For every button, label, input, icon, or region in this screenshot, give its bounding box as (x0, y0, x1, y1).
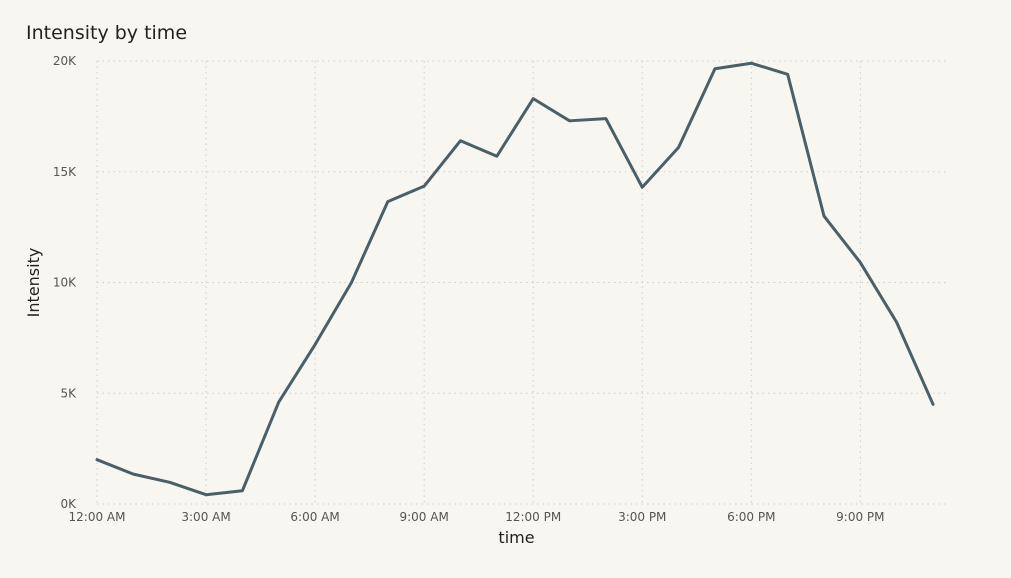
x-tick-label: 6:00 PM (727, 510, 775, 524)
grid-layer (96, 60, 946, 505)
x-tick-label: 9:00 PM (836, 510, 884, 524)
x-axis-title: time (498, 528, 534, 547)
y-tick-label: 20K (53, 54, 77, 68)
data-point (532, 97, 535, 100)
data-point (822, 214, 826, 218)
y-tick-label: 10K (53, 276, 77, 290)
y-tick-label: 5K (60, 386, 77, 400)
data-point (895, 321, 898, 324)
data-point (568, 119, 571, 123)
data-point (95, 458, 99, 461)
data-point (495, 155, 499, 158)
data-point (750, 62, 753, 65)
data-point (204, 493, 208, 496)
chart-title: Intensity by time (26, 22, 188, 44)
data-point (604, 117, 608, 120)
data-point (386, 200, 389, 203)
data-point (277, 400, 280, 404)
data-point (422, 184, 426, 188)
data-point (168, 481, 171, 484)
series-layer (95, 61, 935, 497)
y-axis-ticks: 0K 5K 10K 15K 20K (53, 54, 77, 511)
data-point (641, 186, 644, 189)
data-point (350, 281, 353, 284)
data-point (132, 472, 135, 476)
x-tick-label: 3:00 PM (618, 510, 666, 524)
x-tick-label: 9:00 AM (399, 510, 448, 524)
data-point (786, 73, 789, 76)
x-tick-label: 6:00 AM (290, 510, 339, 524)
y-axis-title: Intensity (24, 248, 43, 318)
x-tick-label: 12:00 PM (505, 510, 561, 524)
data-point (859, 261, 862, 264)
data-point (713, 67, 717, 70)
y-tick-label: 0K (60, 497, 77, 511)
data-point (241, 489, 244, 492)
y-tick-label: 15K (53, 165, 77, 179)
x-tick-label: 3:00 AM (181, 510, 230, 524)
x-tick-label: 12:00 AM (69, 510, 126, 524)
series-line (95, 61, 935, 497)
data-point (459, 139, 462, 142)
data-point (677, 146, 680, 149)
data-point (931, 403, 935, 406)
data-point (313, 343, 317, 346)
x-axis-ticks: 12:00 AM 3:00 AM 6:00 AM 9:00 AM 12:00 PM 3:0… (69, 510, 885, 524)
